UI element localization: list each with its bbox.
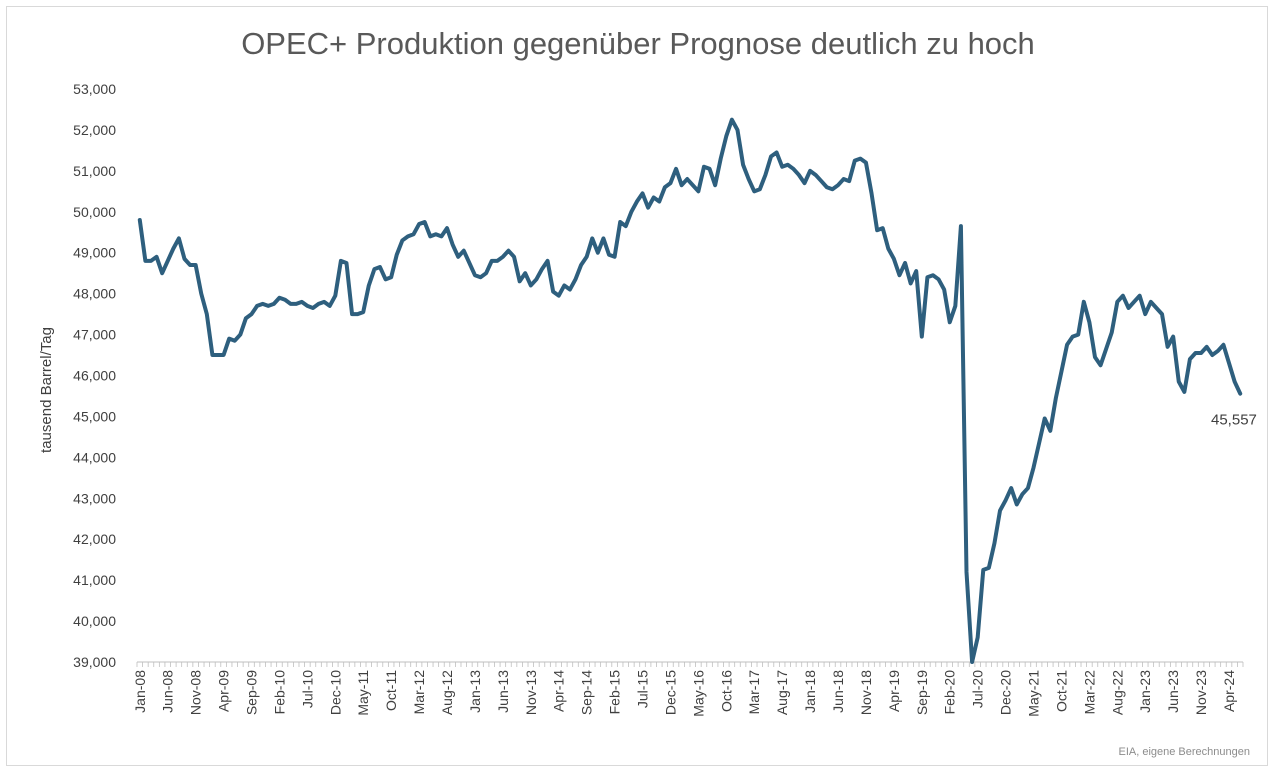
x-tick-label: Mar-22 xyxy=(1081,670,1097,715)
x-tick-label: Mar-17 xyxy=(746,670,762,715)
y-tick-label: 49,000 xyxy=(73,245,116,261)
x-tick-label: Mar-12 xyxy=(411,670,427,715)
x-tick-label: Dec-20 xyxy=(998,670,1014,715)
x-tick-label: May-16 xyxy=(690,670,706,717)
x-tick-label: Apr-14 xyxy=(551,670,567,712)
y-tick-label: 42,000 xyxy=(73,531,116,547)
x-tick-label: Sep-14 xyxy=(579,670,595,715)
y-tick-label: 48,000 xyxy=(73,286,116,302)
x-tick-label: May-21 xyxy=(1026,670,1042,717)
y-tick-label: 40,000 xyxy=(73,613,116,629)
y-axis-label: tausend Barrel/Tag xyxy=(38,327,55,453)
y-tick-label: 46,000 xyxy=(73,368,116,384)
y-tick-label: 44,000 xyxy=(73,449,116,465)
y-axis: 39,000 40,000 41,000 42,000 43,000 44,000 45,0… xyxy=(73,81,116,670)
x-tick-label: Nov-23 xyxy=(1193,670,1209,715)
x-tick-label: May-11 xyxy=(355,670,371,716)
end-value-label: 45,557 xyxy=(1211,412,1257,429)
x-tick-label: Aug-17 xyxy=(774,670,790,715)
x-tick-label: Jan-18 xyxy=(802,670,818,713)
x-tick-label: Dec-10 xyxy=(327,670,343,715)
y-tick-label: 39,000 xyxy=(73,654,116,670)
x-tick-label: Aug-22 xyxy=(1109,670,1125,715)
x-tick-label: Oct-21 xyxy=(1053,670,1069,712)
y-tick-label: 53,000 xyxy=(73,81,116,97)
x-tick-label: Jul-15 xyxy=(635,670,651,708)
x-tick-label: Sep-09 xyxy=(244,670,260,715)
x-tick-label: Jan-13 xyxy=(467,670,483,713)
x-tick-label: Nov-08 xyxy=(188,670,204,715)
y-tick-label: 47,000 xyxy=(73,327,116,343)
y-tick-label: 52,000 xyxy=(73,122,116,138)
y-tick-label: 41,000 xyxy=(73,572,116,588)
x-tick-label: Jan-23 xyxy=(1137,670,1153,713)
x-tick-label: Feb-15 xyxy=(607,670,623,715)
x-tick-label: Apr-24 xyxy=(1221,670,1237,712)
y-tick-label: 51,000 xyxy=(73,163,116,179)
x-tick-label: Jun-23 xyxy=(1165,670,1181,713)
x-tick-label: Apr-19 xyxy=(886,670,902,712)
source-note: EIA, eigene Berechnungen xyxy=(1118,746,1251,758)
x-tick-label: Nov-13 xyxy=(523,670,539,715)
x-tick-label: Jul-10 xyxy=(299,670,315,708)
y-tick-label: 45,000 xyxy=(73,408,116,424)
x-tick-label: Nov-18 xyxy=(858,670,874,715)
x-tick-label: Dec-15 xyxy=(662,670,678,715)
x-tick-label: Jan-08 xyxy=(132,670,148,713)
x-tick-label: Apr-09 xyxy=(216,670,232,712)
series-line xyxy=(137,117,1243,664)
x-tick-label: Jun-13 xyxy=(495,670,511,713)
x-tick-label: Aug-12 xyxy=(439,670,455,715)
series-area xyxy=(137,117,1243,664)
x-tick-label: Oct-16 xyxy=(718,670,734,712)
x-tick-label: Jun-08 xyxy=(160,670,176,713)
x-tick-label: Sep-19 xyxy=(914,670,930,715)
x-tick-label: Jun-18 xyxy=(830,670,846,713)
x-tick-label: Feb-10 xyxy=(271,670,287,715)
x-tick-label: Feb-20 xyxy=(942,670,958,715)
y-tick-label: 50,000 xyxy=(73,204,116,220)
y-tick-label: 43,000 xyxy=(73,490,116,506)
x-tick-label: Jul-20 xyxy=(970,670,986,708)
x-axis: Jan-08 Jun-08 Nov-08 Apr-09 Sep-09 Feb-10 Jul-… xyxy=(132,661,1244,717)
x-tick-label: Oct-11 xyxy=(383,670,399,711)
chart-title: OPEC+ Produktion gegenüber Prognose deut… xyxy=(241,26,1035,61)
